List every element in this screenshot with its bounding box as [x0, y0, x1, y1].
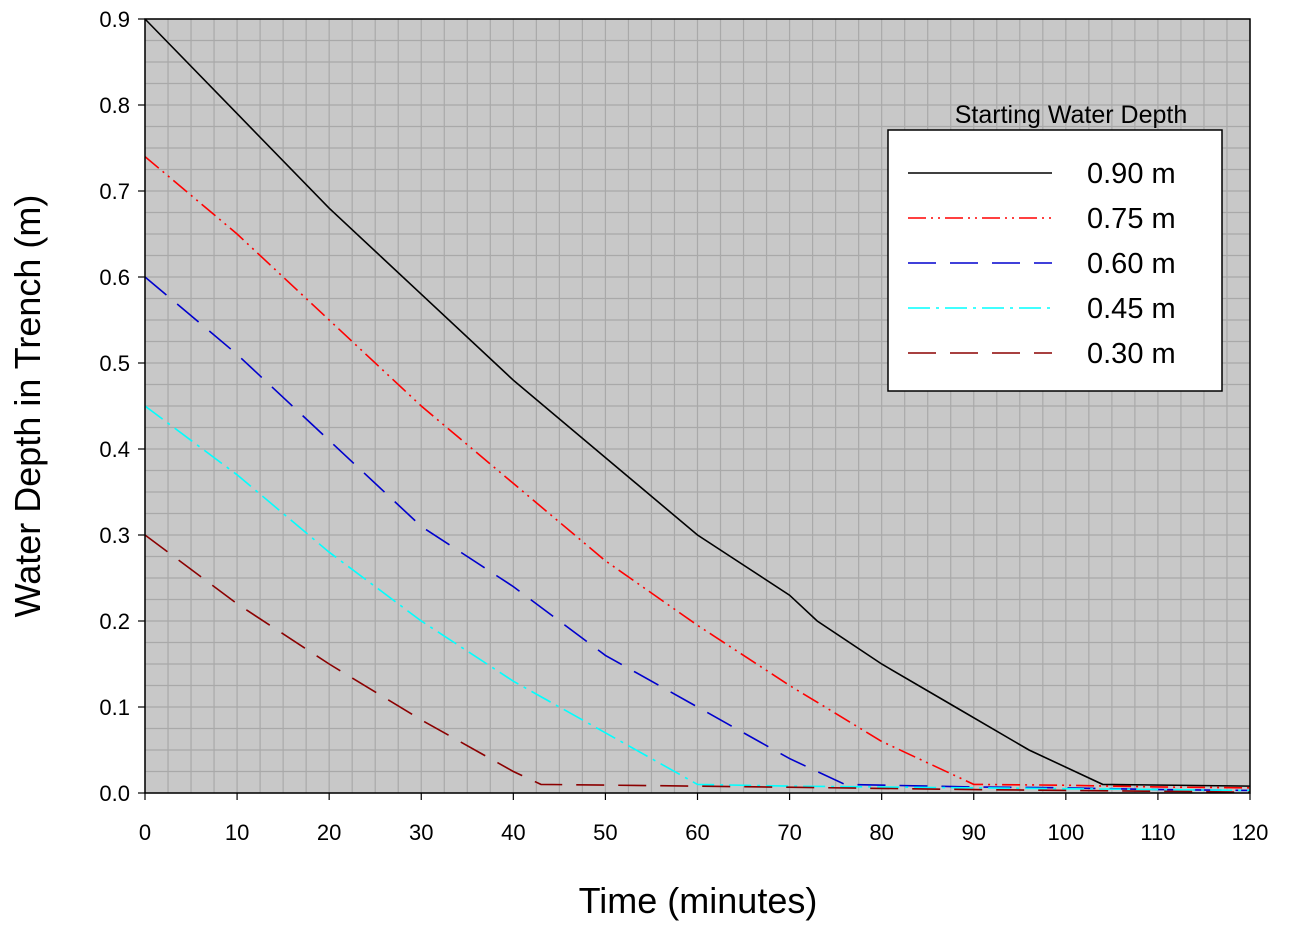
y-tick-label: 0.8 — [99, 93, 130, 118]
x-tick-label: 110 — [1140, 820, 1175, 845]
y-tick-label: 0.6 — [99, 265, 130, 290]
x-tick-label: 60 — [685, 820, 709, 845]
y-axis-title: Water Depth in Trench (m) — [7, 195, 48, 618]
y-tick-label: 0.3 — [99, 523, 130, 548]
y-tick-label: 0.9 — [99, 7, 130, 32]
legend-title: Starting Water Depth — [955, 101, 1188, 129]
x-tick-label: 30 — [409, 820, 433, 845]
series-line-5 — [144, 534, 1251, 793]
x-tick-label: 70 — [777, 820, 801, 845]
x-axis-title: Time (minutes) — [579, 880, 818, 921]
series-line-4 — [144, 405, 1251, 792]
x-tick-label: 80 — [869, 820, 893, 845]
x-axis: 0 10 20 30 40 50 60 70 80 90 100 110 120 — [139, 793, 1268, 845]
x-tick-label: 120 — [1232, 820, 1269, 845]
legend: Starting Water Depth 0.90 m0.75 m0.60 m0… — [887, 101, 1223, 392]
x-tick-label: 20 — [317, 820, 341, 845]
x-tick-label: 40 — [501, 820, 525, 845]
y-tick-label: 0.0 — [99, 781, 130, 806]
y-tick-label: 0.2 — [99, 609, 130, 634]
y-tick-label: 0.5 — [99, 351, 130, 376]
legend-label: 0.30 m — [1087, 338, 1176, 370]
x-tick-label: 50 — [593, 820, 617, 845]
legend-label: 0.45 m — [1087, 293, 1176, 325]
legend-entries: 0.90 m 0.75 m 0.60 m 0.45 m 0.30 m — [908, 158, 1176, 370]
x-tick-label: 10 — [225, 820, 249, 845]
x-tick-label: 0 — [139, 820, 151, 845]
series-line-2 — [144, 155, 1251, 789]
x-tick-label: 100 — [1047, 820, 1084, 845]
y-axis: 0.0 0.1 0.2 0.3 0.4 0.5 0.6 0.7 0.8 0.9 — [99, 7, 145, 806]
legend-label: 0.60 m — [1087, 248, 1176, 280]
series-lines — [144, 18, 1251, 793]
series-line-1 — [144, 18, 1251, 787]
y-tick-label: 0.1 — [99, 695, 130, 720]
y-tick-label: 0.4 — [99, 437, 130, 462]
y-tick-label: 0.7 — [99, 179, 130, 204]
x-tick-label: 90 — [962, 820, 986, 845]
legend-label: 0.90 m — [1087, 158, 1176, 190]
grid — [144, 18, 1251, 794]
legend-label: 0.75 m — [1087, 203, 1176, 235]
